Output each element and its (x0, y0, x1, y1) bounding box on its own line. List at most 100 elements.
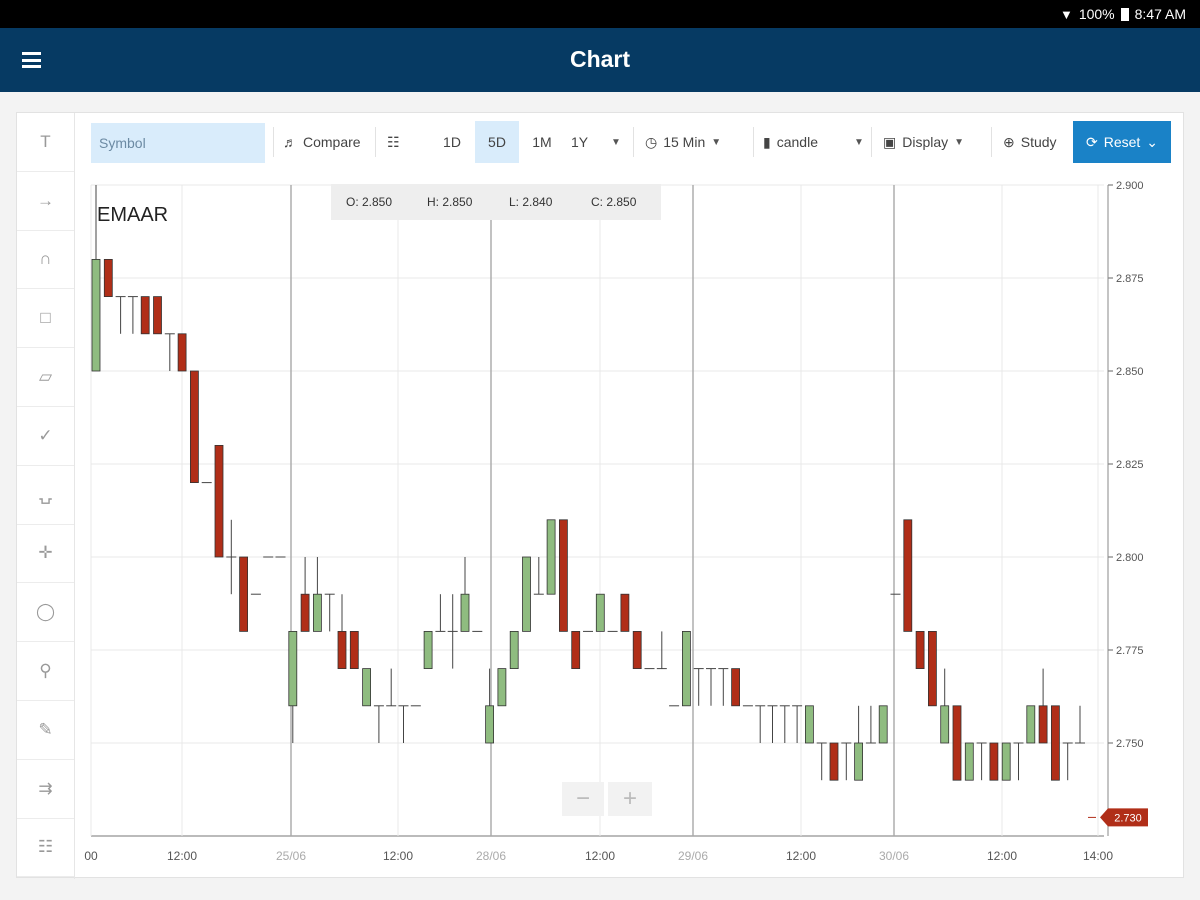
minus-icon: − (576, 785, 590, 812)
check-tool-icon[interactable]: ✓ (17, 407, 74, 466)
battery-percent: 100% (1078, 6, 1115, 22)
zoom-in-button[interactable] (608, 782, 652, 816)
range-dropdown-chevron-down-icon[interactable]: ▼ (611, 136, 621, 148)
app-bar: Chart (0, 28, 1200, 92)
chevron-down-icon: ▼ (853, 136, 864, 148)
range-1m-button[interactable]: 1M (525, 121, 559, 163)
y-tick-label: 2.850 (1116, 366, 1144, 378)
candle-body (964, 742, 974, 781)
y-tick-label: 2.750 (1116, 738, 1144, 750)
candle-body (288, 631, 298, 707)
x-tick-label: 29/06 (678, 849, 708, 863)
candle-body (177, 333, 187, 372)
fib-tool-icon[interactable]: ☷ (17, 819, 74, 878)
display-dropdown[interactable]: ▣ Display ▼ (883, 121, 964, 163)
rectangle-tool-icon[interactable]: ▱ (17, 348, 74, 407)
candle-body (1038, 705, 1048, 744)
ohlc-h-label: H: 2.850 (427, 195, 473, 209)
x-tick-label: 12:00 (585, 849, 615, 863)
channel-tool-icon[interactable]: ⇉ (17, 760, 74, 819)
x-tick-label: 25/06 (276, 849, 306, 863)
range-5d-label: 5D (488, 134, 506, 150)
candle-body (509, 631, 519, 670)
clock-icon: ◷ (645, 133, 658, 150)
step-tool-icon[interactable]: ⍽ (17, 466, 74, 525)
zoom-out-button[interactable] (562, 782, 604, 816)
battery-icon (1120, 7, 1129, 21)
candle-body (300, 593, 310, 632)
chart-type-label: candle (776, 134, 818, 150)
candle-body (829, 742, 839, 781)
candle-body (485, 705, 495, 744)
hamburger-menu-icon[interactable] (22, 52, 41, 68)
y-tick-label: 2.900 (1116, 180, 1144, 192)
candle-body (571, 631, 581, 670)
y-tick-label: 2.800 (1116, 552, 1144, 564)
clock: 8:47 AM (1134, 6, 1186, 22)
candle-body (952, 705, 962, 781)
candle-body (423, 631, 433, 670)
pencil-tool-icon[interactable]: ✎ (17, 701, 74, 760)
candle-body (497, 668, 507, 707)
range-1y-button[interactable]: 1Y (571, 121, 588, 163)
toolbar-divider (273, 127, 274, 157)
candle-body (595, 593, 605, 632)
display-label: Display (902, 134, 949, 150)
toolbar-divider (871, 127, 872, 157)
chart-toolbar: ♬ Compare ☷ 1D 5D 1M 1Y ▼ ◷ 15 Min ▼ ▮ c… (91, 121, 1173, 163)
toolbar-divider (753, 127, 754, 157)
fan-tool-icon[interactable]: ⚲ (17, 642, 74, 701)
x-tick-label: 12:00 (786, 849, 816, 863)
plus-circle-icon: ⊕ (1003, 133, 1015, 150)
candle-body (239, 556, 249, 632)
candle-body (546, 519, 556, 595)
candle-body (928, 631, 937, 707)
range-5d-button[interactable]: 5D (475, 121, 519, 163)
last-price-label: 2.730 (1114, 812, 1142, 824)
y-tick-label: 2.775 (1116, 645, 1144, 657)
ohlc-l-label: L: 2.840 (509, 195, 553, 209)
compare-label: Compare (303, 134, 361, 150)
callout-tool-icon[interactable]: □ (17, 289, 74, 349)
range-1d-label: 1D (443, 134, 461, 150)
study-button[interactable]: ⊕ Study (1003, 121, 1057, 163)
candle-body (559, 519, 568, 632)
refresh-icon: ⟳ (1085, 133, 1098, 150)
candle-icon: ▮ (763, 133, 771, 150)
ohlc-o-label: O: 2.850 (346, 195, 392, 209)
periodicity-icon[interactable]: ☷ (387, 133, 400, 150)
ohlc-c-label: C: 2.850 (591, 195, 637, 209)
candle-body (731, 668, 740, 707)
arc-tool-icon[interactable]: ∩ (17, 231, 74, 290)
y-tick-label: 2.875 (1116, 273, 1144, 285)
candle-body (140, 296, 150, 335)
reset-button[interactable]: ⟳ Reset ⌄ (1073, 121, 1171, 163)
symbol-input[interactable] (91, 123, 265, 163)
interval-dropdown[interactable]: ◷ 15 Min ▼ (645, 121, 721, 163)
candle-body (522, 556, 531, 632)
candle-body (682, 631, 691, 707)
compare-icon: ♬ (283, 134, 297, 150)
candle-body (362, 668, 372, 707)
chart-type-dropdown[interactable]: ▮ candle ▼ (763, 121, 864, 163)
chevron-down-icon: ▼ (711, 136, 722, 148)
symbol-label: EMAAR (97, 204, 168, 226)
range-1d-button[interactable]: 1D (437, 121, 467, 163)
candle-body (878, 705, 888, 744)
x-tick-label: 12:00 (383, 849, 413, 863)
crosshair-tool-icon[interactable]: ✛ (17, 525, 74, 584)
arrow-tool-icon[interactable]: → (17, 172, 74, 231)
candle-body (805, 705, 814, 744)
candle-body (1051, 705, 1060, 781)
candle-body (989, 742, 999, 781)
candle-body (189, 370, 199, 483)
candle-body (940, 705, 950, 744)
ohlc-box (331, 184, 661, 220)
x-tick-label: 12:00 (167, 849, 197, 863)
compare-button[interactable]: ♬ Compare (283, 121, 361, 163)
text-tool-icon[interactable]: T (17, 113, 74, 172)
candle-body (460, 593, 470, 632)
toolbar-divider (375, 127, 376, 157)
ellipse-tool-icon[interactable]: ◯ (17, 583, 74, 643)
